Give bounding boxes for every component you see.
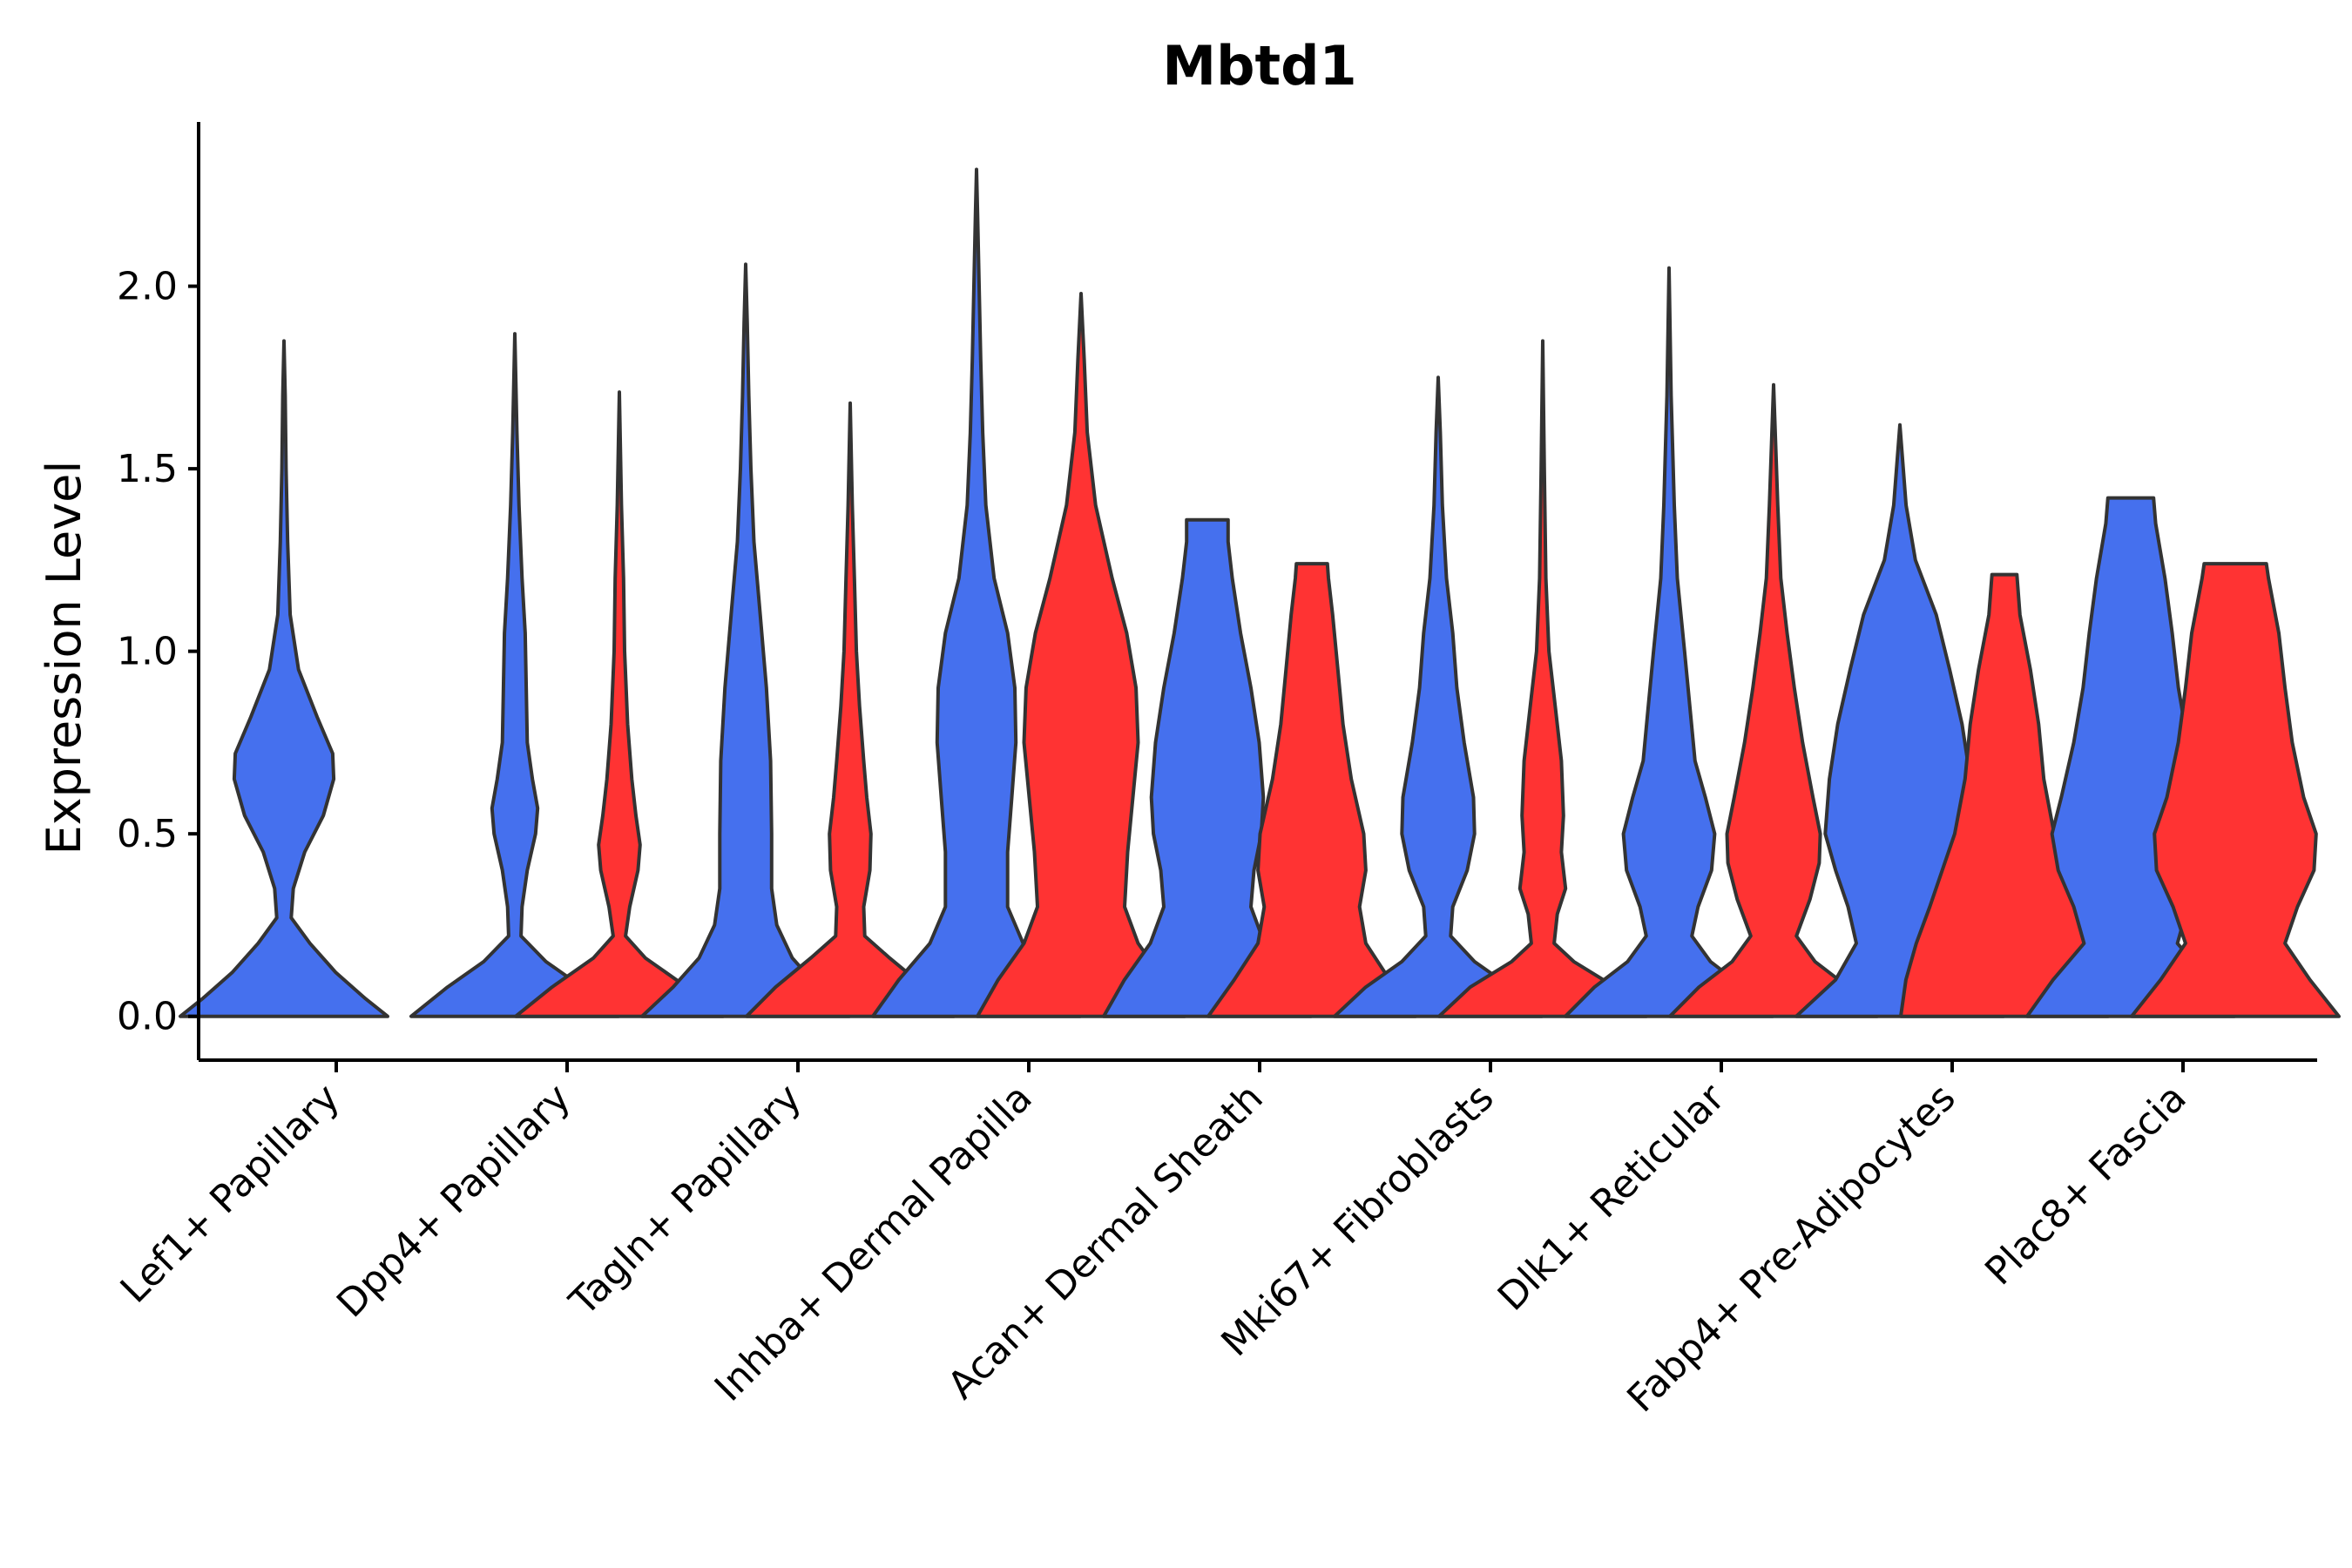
violin-tagln-papillary-group1 [640,262,851,1018]
violin-acan-dermal-sheath-group2 [1206,562,1417,1018]
y-axis-label: Expression Level [37,461,91,855]
x-tick-label: Tagln+ Papillary [561,1076,810,1325]
violin-mki67-fibroblasts-group1 [1333,375,1544,1018]
y-tick-label: 1.5 [117,447,178,491]
violin-mki67-fibroblasts-group2 [1437,339,1648,1018]
violin-tagln-papillary-group2 [745,401,956,1018]
violin-dlk1-reticular-group1 [1564,266,1774,1018]
violin-acan-dermal-sheath-group1 [1102,517,1313,1018]
x-tick-label: Dpp4+ Papillary [328,1076,579,1327]
violin-dpp4-papillary-group1 [409,332,620,1018]
y-tick-label: 1.0 [117,630,178,674]
violin-inhba-dermal-papilla-group1 [871,167,1082,1018]
violin-lef1-papillary-group1 [179,339,389,1018]
violin-dlk1-reticular-group2 [1668,382,1879,1018]
y-axis: 0.0 0.5 1.0 1.5 2.0 [117,122,200,1060]
y-tick-label: 0.0 [117,995,178,1039]
violin-inhba-dermal-papilla-group2 [976,292,1186,1018]
x-tick-label: Lef1+ Papillary [112,1076,348,1312]
y-tick-label: 2.0 [117,265,178,309]
violin-dpp4-papillary-group2 [514,390,725,1018]
x-tick-label: Plac8+ Fascia [1977,1076,2195,1294]
y-tick-label: 0.5 [117,812,178,856]
x-tick-label: Dlk1+ Reticular [1490,1075,1734,1320]
violin-plac8-fascia-group2 [2130,562,2341,1018]
violins-layer [179,167,2341,1018]
chart-title: Mbtd1 [1162,34,1356,98]
